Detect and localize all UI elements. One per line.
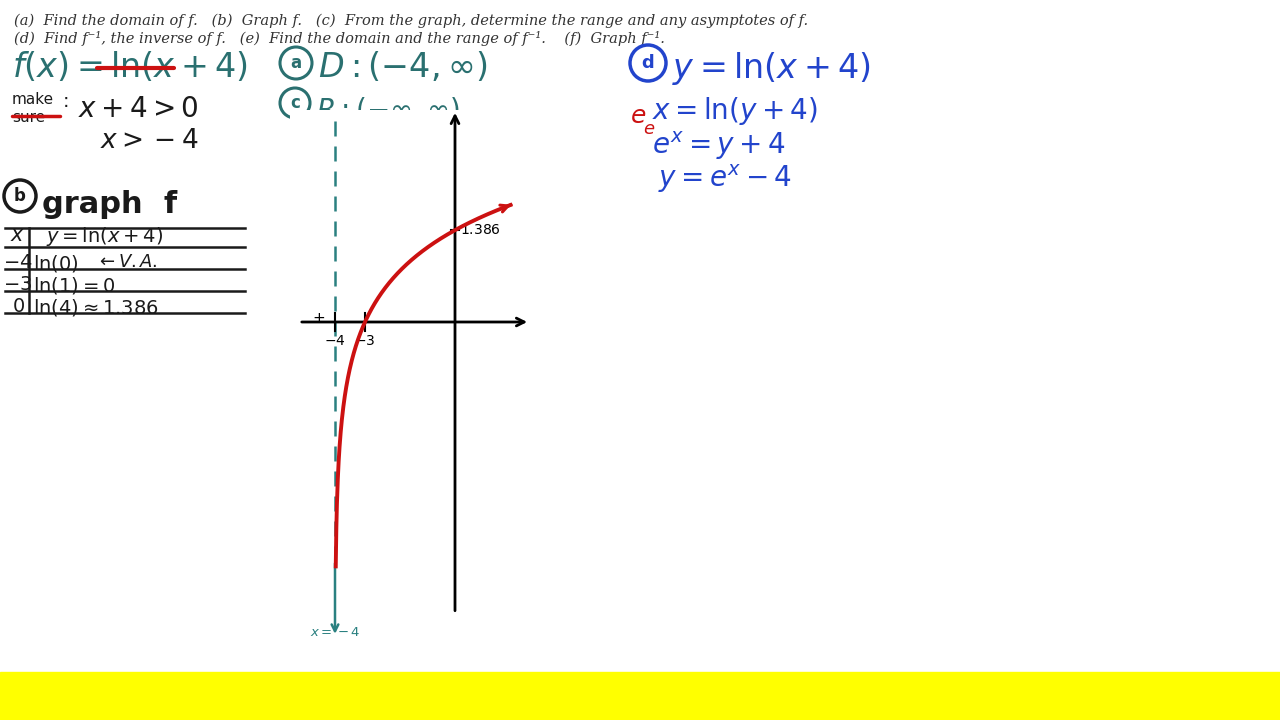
Text: c: c [291, 94, 300, 112]
Text: $x=-4$: $x=-4$ [310, 626, 360, 639]
Text: :: : [63, 92, 69, 111]
Text: make: make [12, 92, 54, 107]
Text: $y=\ln(x+4)$: $y=\ln(x+4)$ [672, 50, 872, 87]
Text: d: d [641, 54, 654, 72]
Text: $0$: $0$ [12, 297, 24, 316]
Text: (d)  Find f⁻¹, the inverse of f.   (e)  Find the domain and the range of f⁻¹.   : (d) Find f⁻¹, the inverse of f. (e) Find… [14, 31, 664, 46]
Text: $f(x)=\ln(x+4)$: $f(x)=\ln(x+4)$ [12, 50, 248, 84]
Text: $y=\ln(x+4)$: $y=\ln(x+4)$ [46, 225, 163, 248]
Text: $\ln(4)\approx 1.386$: $\ln(4)\approx 1.386$ [33, 297, 159, 318]
Text: $x$: $x$ [10, 225, 26, 245]
Text: $H.A.:\ none$: $H.A.:\ none$ [294, 162, 445, 186]
Text: $R:(-\infty,\infty)$: $R:(-\infty,\infty)$ [316, 95, 461, 124]
Text: $x=\ln(y+4)$: $x=\ln(y+4)$ [652, 95, 818, 127]
Text: $-4$: $-4$ [3, 253, 33, 272]
Text: $-4$: $-4$ [324, 334, 346, 348]
Text: +: + [312, 311, 325, 326]
Bar [0, 672, 1280, 720]
Text: $e^{x}=y+4$: $e^{x}=y+4$ [652, 130, 786, 163]
Text: a: a [291, 54, 302, 72]
Text: $V.A.:\ x=-4$: $V.A.:\ x=-4$ [294, 128, 474, 152]
Text: $x>-4$: $x>-4$ [100, 128, 198, 154]
Text: $\leftarrow V.A.$: $\leftarrow V.A.$ [96, 253, 157, 271]
Text: $e$: $e$ [643, 120, 655, 138]
Text: $y=e^{x}-4$: $y=e^{x}-4$ [658, 163, 792, 195]
Text: $\ln(1)=0$: $\ln(1)=0$ [33, 275, 115, 296]
Text: $D:(-4,\infty)$: $D:(-4,\infty)$ [317, 50, 488, 84]
Text: graph  f: graph f [42, 190, 177, 219]
Text: $1.386$: $1.386$ [461, 223, 502, 237]
Text: $x+4>0$: $x+4>0$ [78, 95, 198, 123]
Text: $e$: $e$ [630, 104, 646, 128]
Text: $\ln(0)$: $\ln(0)$ [33, 253, 79, 274]
Text: b: b [14, 187, 26, 205]
Text: $-3$: $-3$ [4, 275, 32, 294]
Text: sure: sure [12, 110, 45, 125]
Text: (a)  Find the domain of f.   (b)  Graph f.   (c)  From the graph, determine the : (a) Find the domain of f. (b) Graph f. (… [14, 14, 808, 28]
Text: $-3$: $-3$ [355, 334, 375, 348]
